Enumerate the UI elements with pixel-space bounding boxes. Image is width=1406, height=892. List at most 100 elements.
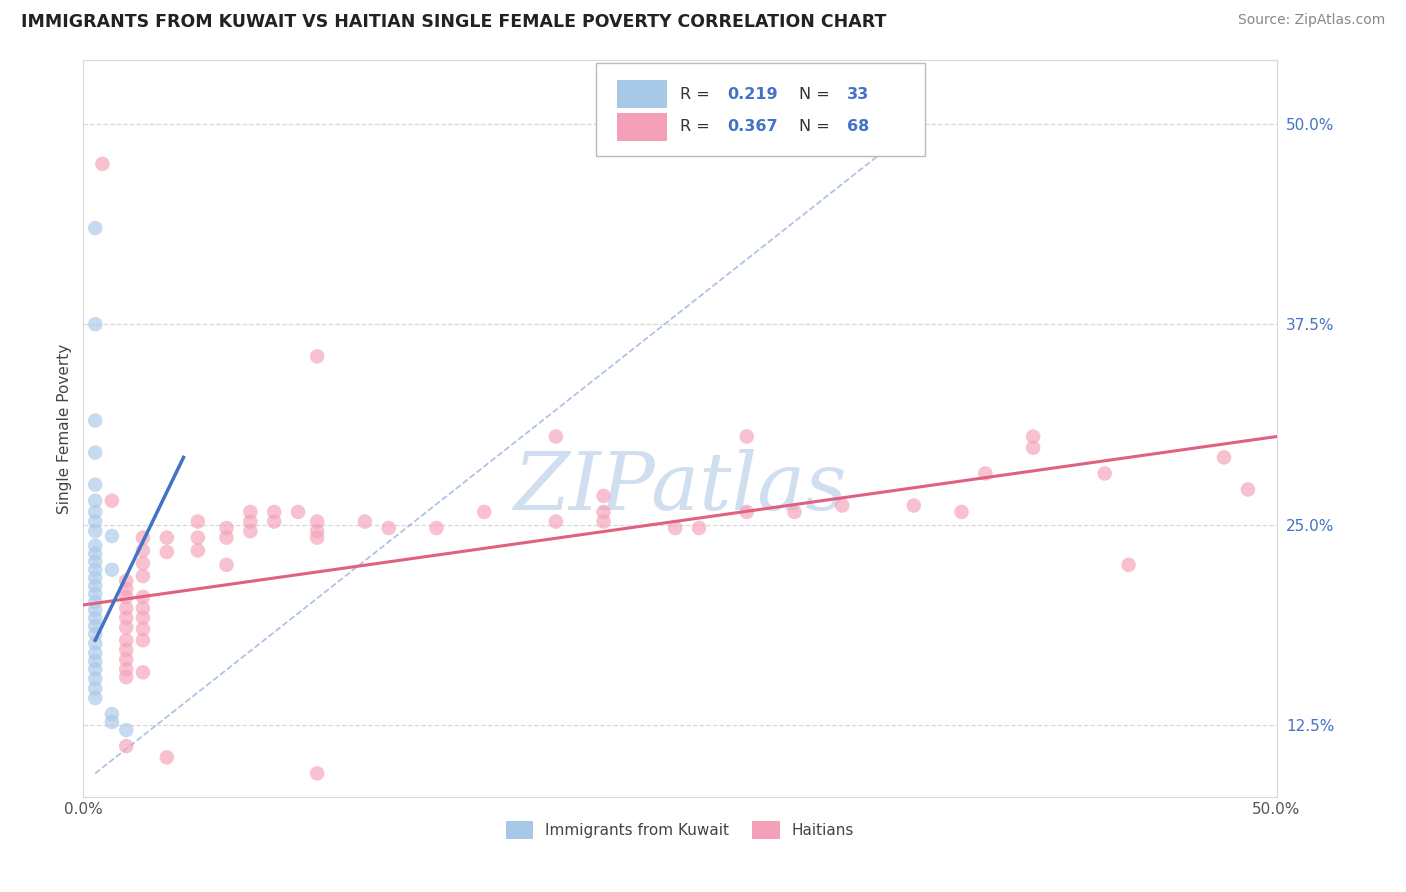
Point bbox=[115, 652, 138, 666]
Point bbox=[84, 477, 107, 491]
Point bbox=[1022, 429, 1045, 443]
Point bbox=[132, 611, 155, 625]
Point bbox=[101, 493, 124, 508]
Point bbox=[115, 590, 138, 604]
Point bbox=[115, 662, 138, 676]
Legend: Immigrants from Kuwait, Haitians: Immigrants from Kuwait, Haitians bbox=[499, 815, 860, 845]
Point bbox=[84, 646, 107, 660]
Point bbox=[84, 619, 107, 633]
Point bbox=[132, 601, 155, 615]
Point bbox=[84, 603, 107, 617]
Text: N =: N = bbox=[799, 120, 830, 134]
Point bbox=[84, 571, 107, 585]
Point bbox=[592, 515, 614, 529]
Point bbox=[132, 531, 155, 545]
Point bbox=[1022, 441, 1045, 455]
Point bbox=[115, 601, 138, 615]
Point bbox=[84, 587, 107, 601]
Point bbox=[91, 157, 114, 171]
Point bbox=[132, 569, 155, 583]
Point bbox=[688, 521, 710, 535]
Point bbox=[115, 670, 138, 684]
Point bbox=[187, 531, 209, 545]
Text: 0.219: 0.219 bbox=[728, 87, 779, 102]
Point bbox=[263, 505, 285, 519]
Text: 33: 33 bbox=[846, 87, 869, 102]
Point bbox=[132, 543, 155, 558]
Text: Source: ZipAtlas.com: Source: ZipAtlas.com bbox=[1237, 13, 1385, 28]
Point bbox=[115, 633, 138, 648]
Point bbox=[472, 505, 495, 519]
Point bbox=[84, 547, 107, 561]
Point bbox=[84, 515, 107, 529]
Point bbox=[307, 524, 329, 538]
Point bbox=[84, 413, 107, 427]
Point bbox=[307, 766, 329, 780]
Point bbox=[215, 521, 238, 535]
Text: IMMIGRANTS FROM KUWAIT VS HAITIAN SINGLE FEMALE POVERTY CORRELATION CHART: IMMIGRANTS FROM KUWAIT VS HAITIAN SINGLE… bbox=[21, 13, 886, 31]
Point bbox=[544, 515, 567, 529]
Point bbox=[156, 531, 179, 545]
Point bbox=[115, 582, 138, 596]
Y-axis label: Single Female Poverty: Single Female Poverty bbox=[58, 343, 72, 514]
Point bbox=[84, 539, 107, 553]
Point bbox=[287, 505, 309, 519]
Point bbox=[132, 590, 155, 604]
Point bbox=[156, 545, 179, 559]
Point bbox=[735, 505, 758, 519]
FancyBboxPatch shape bbox=[617, 80, 666, 108]
Point bbox=[84, 221, 107, 235]
Text: R =: R = bbox=[681, 120, 710, 134]
Point bbox=[84, 611, 107, 625]
Point bbox=[84, 691, 107, 706]
Point bbox=[84, 681, 107, 696]
Point bbox=[132, 622, 155, 636]
Point bbox=[307, 515, 329, 529]
Point bbox=[84, 524, 107, 538]
Text: 0.367: 0.367 bbox=[728, 120, 779, 134]
Point bbox=[1213, 450, 1236, 465]
Point bbox=[187, 543, 209, 558]
Point bbox=[101, 706, 124, 721]
Point bbox=[84, 662, 107, 676]
Point bbox=[592, 489, 614, 503]
Point bbox=[307, 349, 329, 363]
Text: R =: R = bbox=[681, 87, 710, 102]
Point bbox=[101, 563, 124, 577]
Point bbox=[115, 739, 138, 753]
Point bbox=[115, 723, 138, 737]
Point bbox=[831, 499, 853, 513]
Point bbox=[378, 521, 401, 535]
Point bbox=[115, 574, 138, 588]
Point bbox=[84, 505, 107, 519]
Point bbox=[263, 515, 285, 529]
Point bbox=[544, 429, 567, 443]
Text: ZIPatlas: ZIPatlas bbox=[513, 449, 846, 526]
Point bbox=[354, 515, 377, 529]
Point bbox=[215, 558, 238, 572]
Point bbox=[84, 627, 107, 641]
Point bbox=[84, 555, 107, 569]
Point bbox=[1094, 467, 1116, 481]
Point bbox=[735, 429, 758, 443]
Point bbox=[132, 556, 155, 570]
Point bbox=[974, 467, 997, 481]
Point bbox=[239, 505, 262, 519]
Point bbox=[903, 499, 925, 513]
Point bbox=[115, 620, 138, 634]
Point bbox=[1118, 558, 1140, 572]
Point bbox=[115, 643, 138, 657]
Point bbox=[84, 595, 107, 609]
Point bbox=[84, 636, 107, 650]
Point bbox=[950, 505, 973, 519]
Point bbox=[115, 611, 138, 625]
Point bbox=[84, 493, 107, 508]
Point bbox=[84, 445, 107, 459]
Point bbox=[783, 505, 806, 519]
Point bbox=[156, 750, 179, 764]
FancyBboxPatch shape bbox=[596, 63, 925, 155]
Point bbox=[84, 672, 107, 686]
Point bbox=[101, 714, 124, 729]
Point bbox=[664, 521, 686, 535]
Point bbox=[84, 563, 107, 577]
